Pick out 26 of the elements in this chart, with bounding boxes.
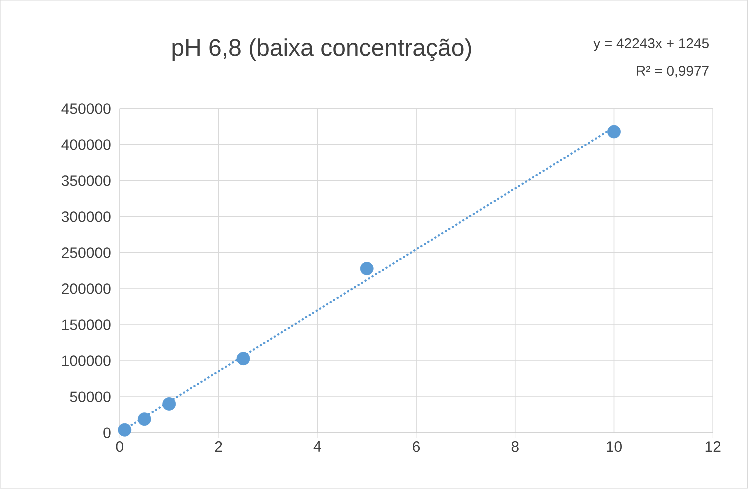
y-tick-label: 450000 — [62, 104, 111, 114]
y-tick-label: 250000 — [62, 248, 111, 258]
x-tick-label: 12 — [706, 442, 721, 452]
point — [608, 125, 621, 139]
point — [360, 262, 374, 276]
point — [236, 352, 250, 366]
x-tick-label: 2 — [215, 442, 222, 452]
y-tick-label: 150000 — [62, 320, 111, 330]
y-tick-label: 200000 — [62, 284, 111, 294]
text: R² = 0,9977 — [637, 66, 709, 78]
y-tick-label: 300000 — [62, 212, 111, 222]
y-tick-label: 100000 — [62, 356, 111, 366]
point — [118, 423, 132, 437]
y-tick-label: 50000 — [70, 392, 111, 402]
x-tick-label: 4 — [314, 442, 322, 452]
chart-title: pH 6,8 (baixa concentração) — [172, 38, 472, 62]
y-tick-label: 400000 — [62, 140, 111, 150]
x-tick-label: 8 — [512, 442, 519, 452]
x-tick-label: 6 — [413, 442, 420, 452]
point — [162, 398, 176, 411]
point — [138, 412, 152, 426]
x-tick-label: 0 — [116, 442, 124, 452]
text: y = 42243x + 1245 — [594, 38, 709, 52]
y-tick-label: 0 — [104, 428, 111, 438]
x-tick-label: 10 — [607, 442, 622, 452]
y-tick-label: 350000 — [62, 176, 111, 186]
